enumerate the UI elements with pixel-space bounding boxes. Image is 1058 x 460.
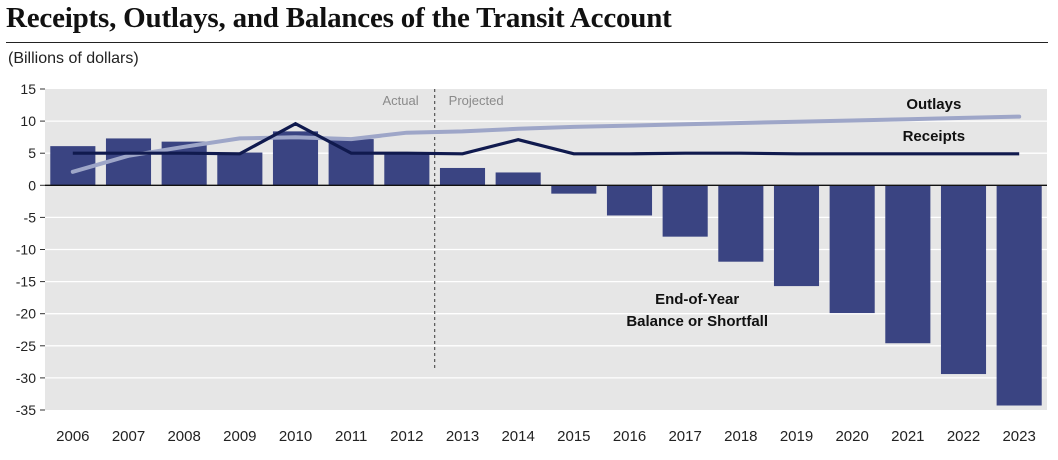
bar-2018	[718, 185, 764, 262]
bar-2010	[272, 131, 319, 186]
y-axis-ticks: 15 10 5 0 -5 -10 -15 -20 -25 -30 -35	[16, 81, 45, 418]
x-tick-label: 2012	[390, 428, 423, 445]
x-tick-label: 2013	[446, 428, 479, 445]
outlays-label: Outlays	[906, 96, 961, 113]
y-tick-label: 10	[20, 113, 36, 129]
bar-2023	[996, 185, 1042, 406]
y-tick-label: -35	[16, 402, 36, 418]
page-title: Receipts, Outlays, and Balances of the T…	[6, 2, 672, 34]
bar-2015	[551, 185, 597, 194]
units-label: (Billions of dollars)	[8, 50, 139, 67]
y-tick-label: -25	[16, 338, 36, 354]
y-tick-label: 0	[28, 177, 36, 193]
bar-series	[50, 131, 1042, 406]
bar-2016	[606, 185, 653, 216]
y-tick-label: -15	[16, 274, 36, 290]
x-tick-label: 2014	[501, 428, 534, 445]
receipts-line	[72, 121, 1020, 156]
x-tick-label: 2022	[947, 428, 980, 445]
x-tick-label: 2011	[335, 428, 367, 445]
x-tick-label: 2007	[112, 428, 145, 445]
bar-2013	[439, 167, 486, 186]
y-tick-label: -10	[16, 242, 36, 258]
bar-2020	[829, 185, 875, 314]
y-tick-label: -30	[16, 370, 36, 386]
x-tick-label: 2010	[279, 428, 312, 445]
x-tick-label: 2020	[835, 428, 868, 445]
balance-label-line1: End-of-Year	[655, 291, 739, 308]
x-tick-label: 2019	[780, 428, 813, 445]
bar-2012	[384, 153, 430, 186]
x-tick-label: 2006	[56, 428, 89, 445]
x-tick-label: 2017	[668, 428, 701, 445]
outlays-line	[70, 114, 1022, 174]
y-tick-label: -5	[24, 209, 37, 225]
x-tick-label: 2023	[1002, 428, 1035, 445]
x-tick-label: 2015	[557, 428, 590, 445]
x-axis-ticks: 2006 2007 2008 2009 2010 2011 2012 2013 2014 2015…	[56, 428, 1036, 445]
bar-2009	[217, 152, 263, 186]
y-tick-label: -20	[16, 306, 36, 322]
x-tick-label: 2016	[613, 428, 646, 445]
y-tick-label: 15	[20, 81, 36, 97]
bar-2019	[773, 185, 820, 287]
bar-2017	[662, 185, 708, 237]
projected-label: Projected	[449, 93, 504, 108]
x-tick-label: 2021	[891, 428, 924, 445]
receipts-label: Receipts	[903, 128, 966, 145]
y-tick-label: 5	[28, 145, 36, 161]
bar-2021	[885, 185, 931, 344]
balance-label-line2: Balance or Shortfall	[626, 313, 768, 330]
bar-2014	[495, 172, 541, 186]
bar-2022	[940, 185, 987, 375]
title-divider	[6, 42, 1048, 43]
actual-label: Actual	[383, 93, 419, 108]
x-tick-label: 2009	[223, 428, 256, 445]
x-tick-label: 2008	[167, 428, 200, 445]
x-tick-label: 2018	[724, 428, 757, 445]
